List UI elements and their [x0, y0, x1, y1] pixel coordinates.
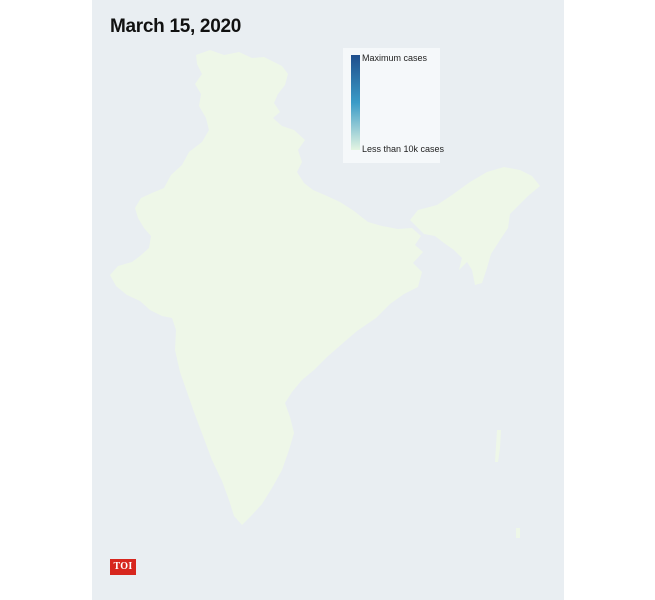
india-map: [110, 50, 540, 538]
nicobar-islands: [516, 528, 520, 538]
legend-max-label: Maximum cases: [362, 53, 428, 63]
map-legend: Maximum cases Less than 10k cases: [343, 48, 444, 163]
india-mainland-region: [110, 50, 423, 525]
andaman-islands: [495, 430, 501, 462]
legend-min-label: Less than 10k cases: [362, 144, 445, 154]
toi-logo: TOI: [110, 559, 136, 575]
legend-color-scale: [351, 55, 360, 150]
map-date-title: March 15, 2020: [110, 16, 241, 37]
india-northeast-region: [410, 167, 540, 285]
map-frame: March 15, 2020 Maximum cases Less than 1…: [92, 0, 564, 600]
